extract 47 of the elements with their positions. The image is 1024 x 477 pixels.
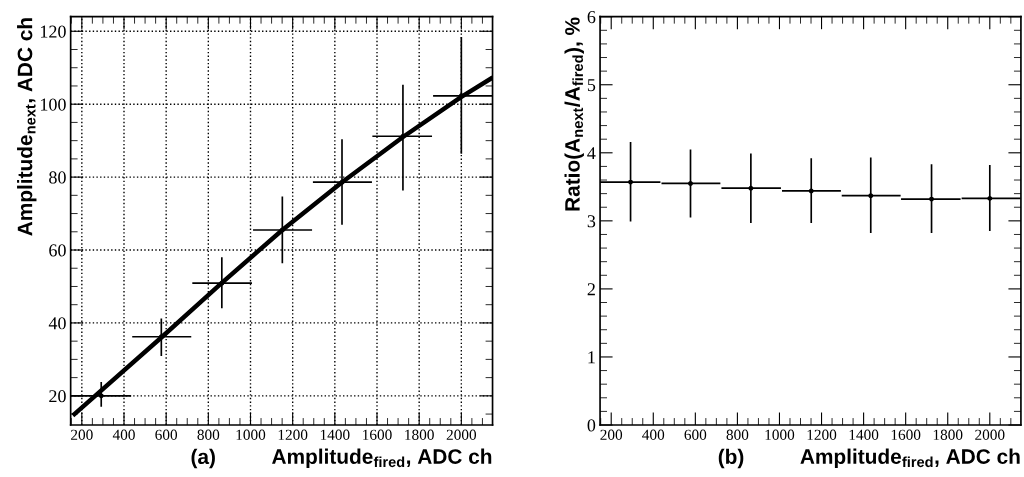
y-tick-label: 60 <box>49 244 66 257</box>
y-tick-label: 120 <box>40 25 66 38</box>
point <box>808 188 814 194</box>
x-tick-label: 2000 <box>446 429 477 440</box>
x-tick-label: 1200 <box>278 429 308 440</box>
y-tick-label: 4 <box>587 147 596 160</box>
y-axis-title: Ratio(A$_{next}$/A$_{fired}$), % <box>564 17 584 211</box>
y-tick-label: 40 <box>48 317 66 330</box>
x-tick-label: 400 <box>112 429 135 440</box>
point <box>929 196 934 202</box>
point <box>868 193 874 199</box>
y-tick-label: 0 <box>587 419 596 432</box>
x-axis-title: Amplitude$_{fired}$, ADC ch <box>800 448 1020 468</box>
x-axis-title: Amplitude$_{fired}$, ADC ch <box>272 448 492 468</box>
x-tick-label: 400 <box>642 429 665 440</box>
y-tick-label: 6 <box>587 11 596 24</box>
x-tick-label: 1200 <box>807 429 837 440</box>
point <box>748 185 754 191</box>
x-tick-label: 1400 <box>320 429 350 440</box>
point <box>987 195 993 201</box>
y-tick-label: 5 <box>587 79 596 92</box>
text: (a) <box>191 448 215 469</box>
point <box>688 180 693 186</box>
x-tick-label: 600 <box>155 429 178 440</box>
y-tick-label: 1 <box>588 351 595 364</box>
y-tick-label: 2 <box>587 283 595 296</box>
x-tick-label: 1400 <box>849 429 879 440</box>
y-tick-label: 3 <box>587 215 596 228</box>
text: (b) <box>718 448 744 469</box>
x-tick-label: 1600 <box>363 429 392 440</box>
x-tick-label: 200 <box>600 429 623 440</box>
y-tick-label: 20 <box>49 390 66 403</box>
x-tick-label: 1800 <box>933 429 963 440</box>
x-tick-label: 1800 <box>405 429 434 440</box>
x-tick-label: 1000 <box>236 429 266 440</box>
x-tick-label: 200 <box>71 429 93 440</box>
x-tick-label: 1600 <box>891 429 921 440</box>
x-tick-label: 2000 <box>975 429 1005 440</box>
y-tick-label: 100 <box>40 98 66 111</box>
y-axis-title: Amplitude$_{next}$, ADC ch <box>17 18 37 236</box>
point <box>628 179 633 185</box>
y-tick-label: 80 <box>49 171 66 184</box>
x-tick-label: 800 <box>197 429 220 440</box>
x-tick-label: 800 <box>726 429 749 440</box>
x-tick-label: 1000 <box>765 429 795 440</box>
x-tick-label: 600 <box>684 429 707 440</box>
point <box>98 393 104 399</box>
